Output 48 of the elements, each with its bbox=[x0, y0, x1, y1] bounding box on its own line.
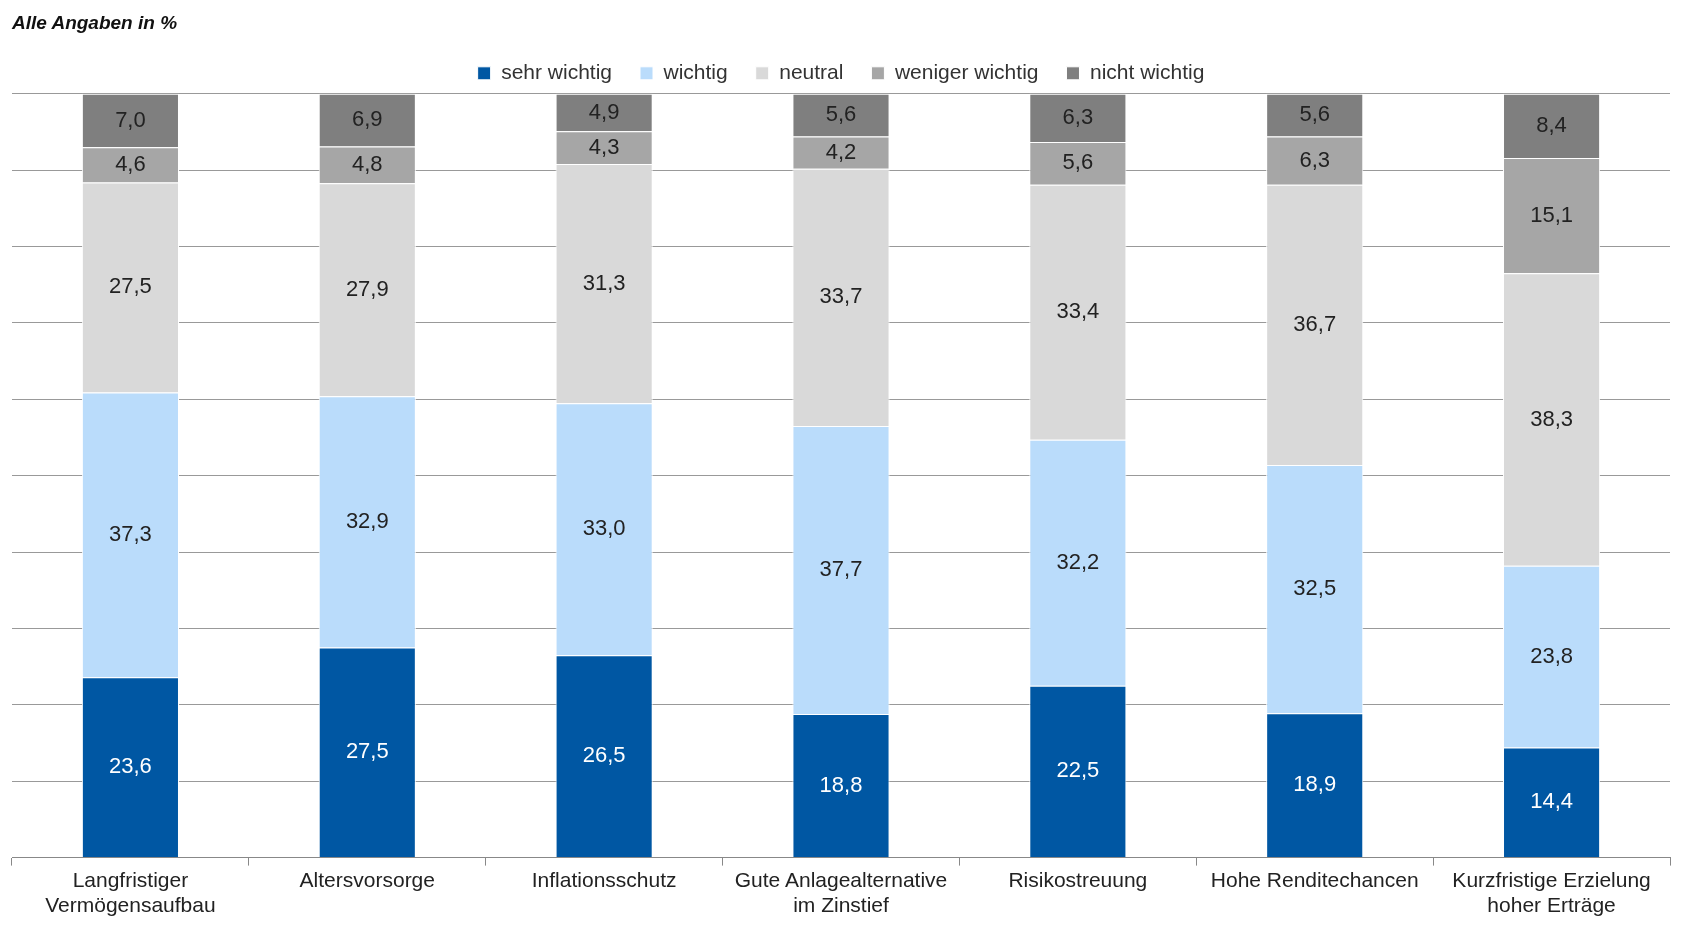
data-label: 8,4 bbox=[1536, 111, 1567, 137]
data-label: 37,3 bbox=[109, 520, 152, 546]
x-tick-label: Risikostreuung bbox=[1008, 868, 1148, 891]
legend-label: neutral bbox=[779, 60, 844, 84]
data-label: 5,6 bbox=[825, 101, 857, 127]
data-label: 4,3 bbox=[588, 133, 620, 159]
data-label: 6,9 bbox=[351, 106, 383, 132]
data-label: 14,4 bbox=[1530, 788, 1573, 814]
data-label: 23,6 bbox=[109, 753, 152, 779]
data-label: 23,8 bbox=[1530, 642, 1573, 668]
data-label: 5,6 bbox=[1299, 101, 1331, 127]
data-label: 4,6 bbox=[115, 150, 146, 176]
x-tick-label: Gute Anlagealternative im Zinstief bbox=[734, 868, 948, 917]
data-label: 33,7 bbox=[819, 283, 863, 309]
data-label: 33,0 bbox=[582, 515, 626, 541]
data-label: 27,5 bbox=[345, 738, 389, 764]
data-label: 36,7 bbox=[1293, 310, 1337, 336]
legend-label: nicht wichtig bbox=[1089, 60, 1205, 84]
x-tick-label: Inflationsschutz bbox=[531, 868, 677, 891]
data-label: 6,3 bbox=[1062, 103, 1094, 129]
legend-label: weniger wichtig bbox=[893, 60, 1039, 84]
data-label: 37,7 bbox=[819, 556, 863, 582]
legend-label: wichtig bbox=[662, 60, 728, 84]
data-label: 18,9 bbox=[1293, 771, 1337, 797]
data-label: 15,1 bbox=[1530, 201, 1573, 227]
data-label: 4,2 bbox=[825, 138, 857, 164]
x-tick-label: Langfristiger Vermögensaufbau bbox=[45, 868, 216, 917]
data-label: 4,9 bbox=[588, 98, 620, 124]
data-label: 27,9 bbox=[345, 275, 389, 301]
data-label: 31,3 bbox=[582, 269, 626, 295]
data-label: 18,8 bbox=[819, 771, 863, 797]
data-label: 27,5 bbox=[109, 273, 152, 299]
data-label: 22,5 bbox=[1056, 757, 1100, 783]
data-label: 26,5 bbox=[582, 742, 626, 768]
data-label: 32,5 bbox=[1293, 575, 1337, 601]
data-label: 4,8 bbox=[351, 150, 383, 176]
data-label: 32,9 bbox=[345, 507, 389, 533]
data-label: 38,3 bbox=[1530, 405, 1573, 431]
x-tick-label: Hohe Renditechancen bbox=[1210, 868, 1419, 891]
x-tick-label: Altersvorsorge bbox=[299, 868, 435, 891]
x-tick-label: Kurzfristige Erzielung hoher Erträge bbox=[1452, 868, 1651, 917]
data-label: 5,6 bbox=[1062, 149, 1094, 175]
data-label: 7,0 bbox=[115, 106, 146, 132]
chart-title: Alle Angaben in % bbox=[11, 11, 178, 33]
data-label: 33,4 bbox=[1056, 298, 1100, 324]
data-label: 6,3 bbox=[1299, 146, 1331, 172]
legend-label: sehr wichtig bbox=[501, 60, 613, 84]
data-label: 32,2 bbox=[1056, 548, 1100, 574]
